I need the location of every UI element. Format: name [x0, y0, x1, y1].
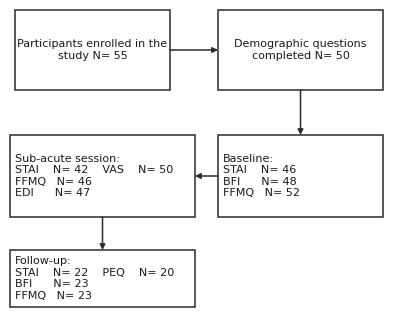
Bar [10, 135, 195, 217]
Text: Participants enrolled in the: Participants enrolled in the [18, 39, 168, 49]
Text: EDI      N= 47: EDI N= 47 [15, 188, 90, 198]
Bar [10, 250, 195, 307]
Bar [218, 135, 383, 217]
Text: STAI    N= 42    VAS    N= 50: STAI N= 42 VAS N= 50 [15, 165, 173, 175]
Bar [15, 10, 170, 90]
Text: BFI      N= 23: BFI N= 23 [15, 279, 89, 289]
Text: completed N= 50: completed N= 50 [252, 51, 350, 61]
Text: FFMQ   N= 52: FFMQ N= 52 [223, 188, 300, 198]
Text: study N= 55: study N= 55 [58, 51, 127, 61]
Text: Demographic questions: Demographic questions [234, 39, 367, 49]
Text: Follow-up:: Follow-up: [15, 256, 72, 266]
Bar [218, 10, 383, 90]
Text: Sub-acute session:: Sub-acute session: [15, 154, 120, 164]
Text: BFI      N= 48: BFI N= 48 [223, 177, 297, 187]
Text: Baseline:: Baseline: [223, 154, 274, 164]
Text: FFMQ   N= 23: FFMQ N= 23 [15, 291, 92, 301]
Text: FFMQ   N= 46: FFMQ N= 46 [15, 177, 92, 187]
Text: STAI    N= 22    PEQ    N= 20: STAI N= 22 PEQ N= 20 [15, 268, 174, 278]
Text: STAI    N= 46: STAI N= 46 [223, 165, 296, 175]
